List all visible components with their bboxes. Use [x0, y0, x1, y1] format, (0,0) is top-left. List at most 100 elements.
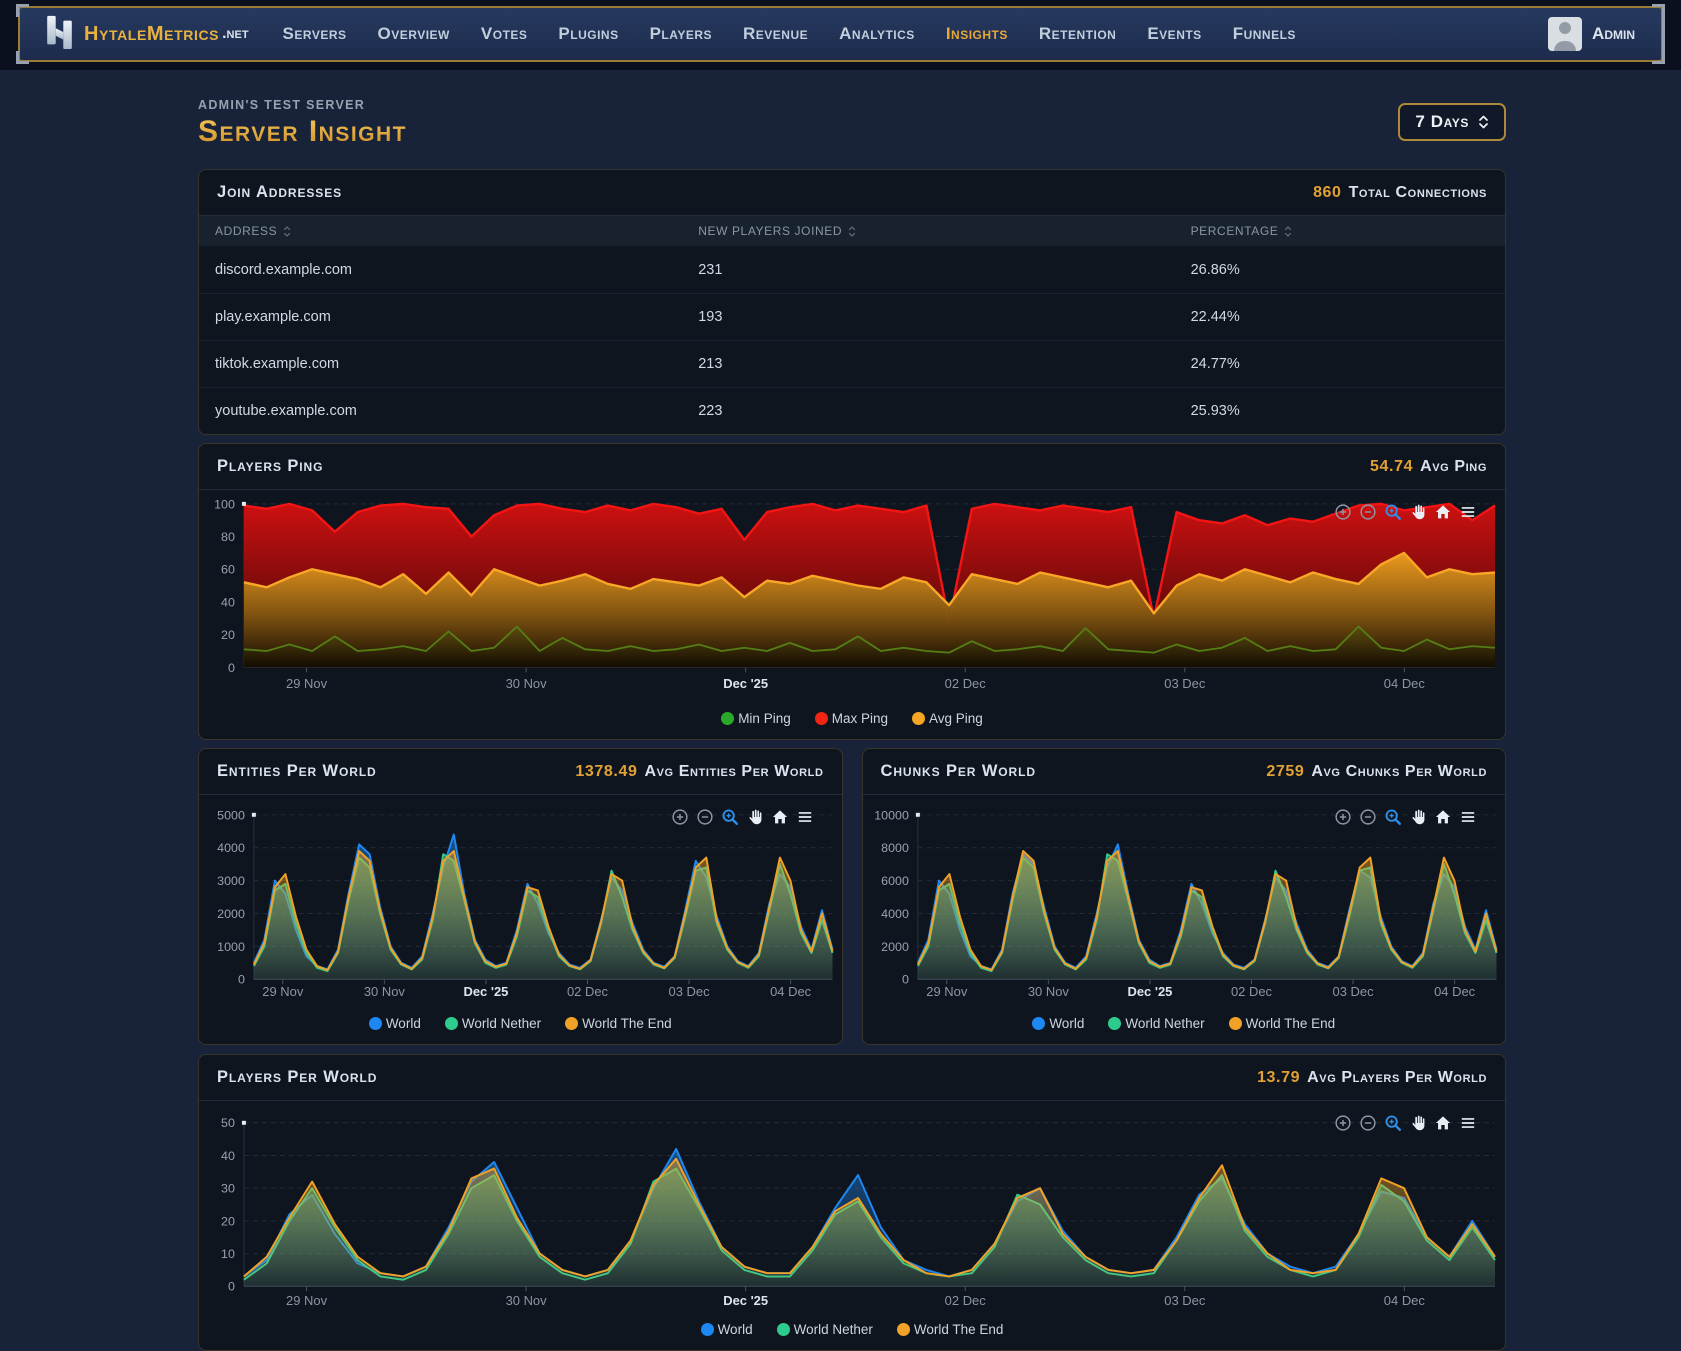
pan-icon[interactable] [746, 808, 764, 826]
zoom-in-icon[interactable] [1334, 503, 1352, 521]
entities-per-world-panel: Entities Per World 1378.49 Avg Entities … [198, 748, 843, 1045]
legend-item-world-the-end[interactable]: World The End [896, 1322, 1003, 1337]
legend-item-min-ping[interactable]: Min Ping [721, 711, 791, 726]
selection-zoom-icon[interactable] [1384, 503, 1402, 521]
total-connections-value: 860 [1313, 183, 1342, 201]
column-header-address[interactable]: Address [199, 224, 682, 239]
hytale-h-logo-icon [46, 14, 73, 55]
pan-icon[interactable] [1409, 503, 1427, 521]
avg-players-stat: 13.79 Avg Players Per World [1257, 1069, 1487, 1087]
column-header-new-players-joined[interactable]: New Players Joined [682, 224, 1174, 239]
table-row: tiktok.example.com 213 24.77% [199, 340, 1505, 387]
players-ping-chart[interactable]: 0 20 40 60 80 100 29 Nov 30 Nov Dec '25 02 Dec 03 … [199, 490, 1505, 703]
percentage-cell: 26.86% [1190, 261, 1240, 278]
sort-icon [1283, 224, 1293, 239]
nav-item-revenue[interactable]: Revenue [743, 24, 809, 43]
menu-icon[interactable] [1459, 503, 1477, 521]
legend-item-world-nether[interactable]: World Nether [776, 1321, 873, 1337]
brand-home-link[interactable]: HytaleMetrics .net [46, 14, 249, 55]
zoom-out-icon[interactable] [1359, 1114, 1377, 1132]
menu-icon[interactable] [796, 808, 814, 826]
legend-label: World The End [1245, 1015, 1336, 1031]
pan-icon[interactable] [1409, 1114, 1427, 1132]
reset-home-icon[interactable] [1434, 1114, 1452, 1132]
legend-item-world-nether[interactable]: World Nether [444, 1016, 541, 1031]
date-range-selector[interactable]: 7 Days [1398, 103, 1506, 141]
nav-item-events[interactable]: Events [1147, 24, 1202, 43]
nav-item-retention[interactable]: Retention [1038, 24, 1117, 43]
percentage-cell: 22.44% [1190, 309, 1240, 325]
reset-home-icon[interactable] [1434, 503, 1452, 521]
legend-marker-icon [1032, 1016, 1046, 1030]
nav-item-plugins[interactable]: Plugins [558, 24, 619, 43]
brand-tld: .net [222, 25, 249, 42]
reset-home-icon[interactable] [771, 808, 789, 826]
nav-item-analytics[interactable]: Analytics [839, 24, 915, 43]
user-menu[interactable]: Admin [1548, 17, 1635, 51]
reset-home-icon[interactable] [1434, 808, 1452, 826]
nav-item-votes[interactable]: Votes [480, 24, 528, 43]
nav-item-insights[interactable]: Insights [945, 24, 1008, 43]
zoom-out-icon[interactable] [696, 808, 714, 826]
avg-ping-label: Avg Ping [1420, 457, 1487, 475]
legend-item-world-nether[interactable]: World Nether [1108, 1016, 1205, 1031]
svg-text:50: 50 [221, 1116, 235, 1130]
selection-zoom-icon[interactable] [1384, 808, 1402, 826]
column-header-percentage[interactable]: Percentage [1175, 224, 1505, 239]
pan-icon[interactable] [1409, 808, 1427, 826]
corner-bracket-icon [1652, 51, 1665, 64]
zoom-in-icon[interactable] [671, 808, 689, 826]
address-cell: tiktok.example.com [215, 356, 340, 372]
total-connections-stat: 860 Total Connections [1313, 184, 1487, 202]
players-per-world-chart[interactable]: 0 10 20 30 40 50 29 Nov 30 Nov Dec '25 02 Dec 03 D… [199, 1101, 1505, 1314]
svg-text:03 Dec: 03 Dec [669, 984, 711, 999]
address-cell: play.example.com [215, 309, 331, 325]
nav-item-servers[interactable]: Servers [282, 24, 347, 43]
svg-text:4000: 4000 [217, 841, 245, 855]
table-row: play.example.com 193 22.44% [199, 293, 1505, 340]
legend-marker-icon [1108, 1016, 1122, 1030]
join-addresses-panel: Join Addresses 860 Total Connections Add… [198, 169, 1506, 435]
avatar-shoulders [1554, 41, 1577, 51]
svg-text:02 Dec: 02 Dec [945, 676, 987, 691]
menu-icon[interactable] [1459, 808, 1477, 826]
selection-zoom-icon[interactable] [1384, 1114, 1402, 1132]
corner-bracket-icon [1652, 4, 1665, 51]
legend-item-avg-ping[interactable]: Avg Ping [912, 711, 983, 726]
legend-label: World Nether [793, 1321, 873, 1337]
sort-icon [847, 224, 857, 239]
legend-item-world[interactable]: World [700, 1322, 753, 1337]
svg-text:100: 100 [214, 497, 235, 511]
svg-text:4000: 4000 [881, 907, 909, 921]
svg-text:20: 20 [221, 628, 235, 642]
entities-per-world-chart[interactable]: 0 1000 2000 3000 4000 5000 29 Nov 30 Nov Dec '25… [199, 795, 842, 1008]
page-header: Admin's Test Server Server Insight 7 Day… [198, 70, 1506, 149]
panel-title: Players Per World [217, 1068, 378, 1086]
brand-name: HytaleMetrics [84, 22, 220, 45]
svg-text:Dec '25: Dec '25 [464, 984, 509, 999]
legend-item-world[interactable]: World [368, 1015, 421, 1031]
nav-item-players[interactable]: Players [649, 24, 713, 43]
legend-item-world[interactable]: World [1032, 1016, 1084, 1031]
zoom-in-icon[interactable] [1334, 808, 1352, 826]
legend-label: Avg Ping [929, 710, 983, 726]
legend-item-world-the-end[interactable]: World The End [565, 1016, 672, 1031]
zoom-in-icon[interactable] [1334, 1114, 1352, 1132]
legend-item-world-the-end[interactable]: World The End [1228, 1015, 1336, 1031]
svg-text:Dec '25: Dec '25 [723, 676, 768, 691]
zoom-out-icon[interactable] [1359, 808, 1377, 826]
chart-legend: World World Nether World The End [199, 1008, 842, 1038]
chunks-per-world-chart[interactable]: 0 2000 4000 6000 8000 10000 29 Nov 30 Nov Dec '2… [863, 795, 1506, 1008]
panel-title: Chunks Per World [880, 762, 1036, 780]
legend-label: World [385, 1015, 421, 1031]
legend-item-max-ping[interactable]: Max Ping [814, 711, 888, 726]
menu-icon[interactable] [1459, 1114, 1477, 1132]
chart-toolbar [671, 808, 814, 826]
join-addresses-header: Join Addresses 860 Total Connections [199, 170, 1505, 216]
legend-marker-icon [700, 1322, 714, 1336]
zoom-out-icon[interactable] [1359, 503, 1377, 521]
nav-item-funnels[interactable]: Funnels [1232, 24, 1296, 43]
legend-marker-icon [368, 1016, 382, 1030]
selection-zoom-icon[interactable] [721, 808, 739, 826]
nav-item-overview[interactable]: Overview [377, 24, 450, 43]
